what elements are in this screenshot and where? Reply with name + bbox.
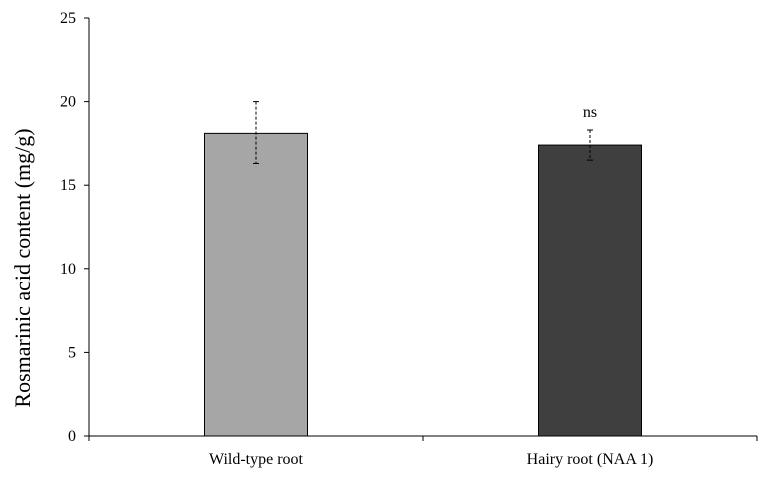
annotation-1: ns	[583, 104, 597, 121]
bars	[204, 101, 642, 437]
category-label-0: Wild-type root	[209, 451, 304, 468]
y-tick-label-5: 5	[68, 344, 76, 361]
category-label-1: Hairy root (NAA 1)	[527, 451, 654, 468]
bar-0	[204, 132, 308, 437]
y-tick-label-15: 15	[60, 177, 76, 194]
axes	[84, 17, 758, 441]
y-tick-label-20: 20	[60, 94, 76, 111]
bar-1	[538, 144, 642, 437]
y-tick-label-0: 0	[68, 428, 76, 445]
y-tick-label-25: 25	[60, 10, 76, 27]
y-axis-title: Rosmarinic acid content (mg/g)	[10, 128, 35, 407]
y-tick-label-10: 10	[60, 261, 76, 278]
labels: 0 5 10 15 20 25 Wild-type root ns Hairy root (NA…	[60, 10, 653, 468]
